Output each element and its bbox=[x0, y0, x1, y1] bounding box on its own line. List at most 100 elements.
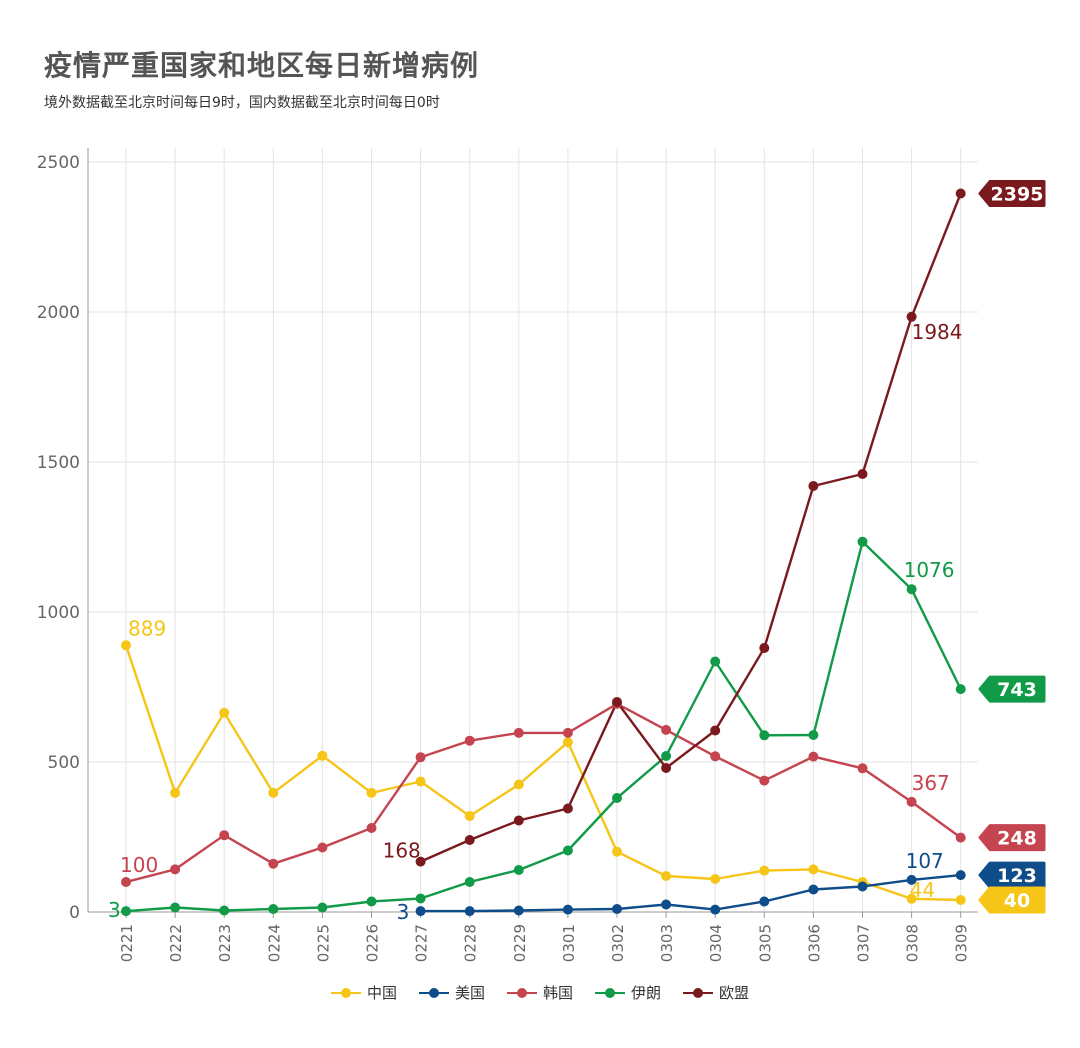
data-point bbox=[464, 735, 475, 746]
x-tick-label: 0302 bbox=[609, 924, 627, 962]
data-point bbox=[415, 893, 426, 904]
data-point bbox=[513, 865, 524, 875]
data-point bbox=[464, 906, 475, 917]
data-point bbox=[955, 895, 966, 905]
data-point bbox=[759, 865, 770, 876]
data-point bbox=[562, 803, 573, 814]
end-value-tag bbox=[978, 861, 1046, 889]
data-point bbox=[759, 643, 770, 653]
data-point bbox=[219, 830, 230, 841]
data-point bbox=[170, 902, 181, 913]
point-label: 168 bbox=[383, 839, 421, 863]
series-line bbox=[124, 644, 961, 902]
data-point bbox=[415, 776, 426, 787]
data-point bbox=[857, 881, 868, 892]
legend-item: 美国 bbox=[418, 982, 485, 1003]
point-label: 44 bbox=[910, 878, 935, 902]
data-point bbox=[710, 751, 721, 762]
data-point bbox=[857, 536, 868, 547]
data-point bbox=[121, 640, 131, 651]
data-point bbox=[513, 905, 524, 916]
point-label: 889 bbox=[128, 616, 166, 640]
point-label: 100 bbox=[120, 853, 158, 877]
data-point bbox=[906, 584, 917, 595]
data-point bbox=[612, 846, 622, 857]
end-value-label: 743 bbox=[997, 679, 1037, 701]
data-point bbox=[317, 750, 328, 761]
data-point bbox=[710, 874, 721, 884]
data-point bbox=[562, 737, 573, 748]
data-point bbox=[268, 858, 279, 869]
legend-item: 中国 bbox=[330, 982, 397, 1003]
data-point bbox=[808, 730, 819, 740]
data-point bbox=[415, 752, 426, 763]
data-point bbox=[219, 707, 230, 718]
point-label: 3 bbox=[108, 898, 121, 922]
data-point bbox=[759, 730, 770, 741]
data-point bbox=[955, 870, 966, 881]
x-tick-label: 0303 bbox=[658, 924, 676, 962]
data-point bbox=[759, 896, 770, 907]
legend-swatch bbox=[418, 986, 449, 1000]
data-point bbox=[661, 899, 672, 910]
x-tick-label: 0224 bbox=[265, 924, 283, 962]
x-tick-label: 0221 bbox=[118, 924, 136, 962]
data-point bbox=[121, 906, 131, 917]
data-point bbox=[415, 856, 426, 867]
data-point bbox=[170, 864, 181, 875]
line-chart: 0 500 1000 1500 2000 2500 0221 0222 0223 0224 0225… bbox=[37, 148, 1046, 962]
data-point bbox=[661, 763, 672, 773]
y-tick-label: 2500 bbox=[37, 153, 80, 173]
data-point bbox=[612, 793, 622, 803]
data-point bbox=[808, 481, 819, 491]
x-tick-label: 0306 bbox=[805, 924, 823, 962]
point-label: 107 bbox=[906, 849, 944, 873]
data-point bbox=[661, 751, 672, 761]
legend-swatch bbox=[595, 986, 625, 1000]
chart-title: 疫情严重国家和地区每日新增病例 bbox=[44, 49, 480, 82]
data-point bbox=[366, 787, 377, 798]
y-tick-label: 0 bbox=[69, 903, 80, 923]
data-point bbox=[513, 727, 524, 738]
y-tick-label: 2000 bbox=[37, 303, 80, 323]
data-point bbox=[955, 188, 966, 199]
data-point bbox=[906, 796, 917, 807]
legend-label: 欧盟 bbox=[719, 984, 750, 1002]
data-point bbox=[661, 871, 672, 881]
x-tick-label: 0229 bbox=[511, 924, 529, 962]
y-tick-label: 500 bbox=[48, 753, 80, 773]
legend-swatch bbox=[506, 986, 537, 1000]
x-tick-label: 0304 bbox=[707, 924, 725, 962]
data-point bbox=[562, 845, 573, 856]
legend-swatch bbox=[683, 986, 714, 1000]
end-value-tag bbox=[978, 824, 1046, 852]
data-point bbox=[366, 823, 377, 833]
legend-label: 中国 bbox=[366, 984, 397, 1002]
series-line bbox=[420, 873, 961, 913]
x-tick-label: 0307 bbox=[855, 924, 873, 962]
x-tick-label: 0222 bbox=[167, 924, 185, 962]
end-value-label: 2395 bbox=[991, 184, 1044, 206]
chart-subtitle: 境外数据截至北京时间每日9时，国内数据截至北京时间每日0时 bbox=[44, 95, 440, 111]
x-tick-label: 0309 bbox=[953, 924, 971, 962]
y-tick-label: 1000 bbox=[37, 603, 80, 623]
end-value-label: 40 bbox=[1004, 890, 1030, 912]
data-point bbox=[562, 727, 573, 738]
x-tick-label: 0226 bbox=[364, 924, 382, 962]
data-point bbox=[268, 787, 279, 798]
data-point bbox=[317, 902, 328, 913]
x-tick-label: 0225 bbox=[314, 924, 332, 962]
legend-label: 伊朗 bbox=[631, 984, 662, 1002]
data-point bbox=[906, 874, 917, 885]
end-value-tag bbox=[978, 886, 1046, 914]
legend-item: 韩国 bbox=[506, 982, 573, 1003]
data-point bbox=[513, 779, 524, 790]
data-point bbox=[415, 906, 426, 917]
x-tick-label: 0308 bbox=[904, 924, 922, 962]
x-tick-label: 0223 bbox=[216, 924, 234, 962]
legend-item: 欧盟 bbox=[683, 982, 749, 1003]
data-point bbox=[955, 832, 966, 843]
legend-swatch bbox=[330, 986, 361, 1000]
data-point bbox=[906, 893, 917, 904]
data-point bbox=[955, 684, 966, 695]
